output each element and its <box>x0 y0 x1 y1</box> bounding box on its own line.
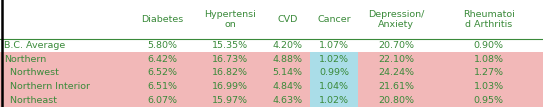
Text: 5.14%: 5.14% <box>272 68 302 77</box>
Text: 1.02%: 1.02% <box>319 96 349 105</box>
Text: 0.99%: 0.99% <box>319 68 349 77</box>
Text: 20.80%: 20.80% <box>378 96 414 105</box>
Text: 22.10%: 22.10% <box>378 55 414 64</box>
Bar <box>0 93 129 107</box>
Bar <box>310 52 358 66</box>
Bar <box>434 39 543 52</box>
Bar <box>0 52 129 66</box>
Text: 1.04%: 1.04% <box>319 82 349 91</box>
Text: 16.99%: 16.99% <box>212 82 248 91</box>
Text: Diabetes: Diabetes <box>141 15 184 24</box>
Bar <box>0 39 129 52</box>
Text: 20.70%: 20.70% <box>378 41 414 50</box>
Text: 5.80%: 5.80% <box>147 41 178 50</box>
Text: 24.24%: 24.24% <box>378 68 414 77</box>
Text: 16.82%: 16.82% <box>212 68 248 77</box>
Bar <box>358 80 434 93</box>
Bar <box>265 52 310 66</box>
Text: Northeast: Northeast <box>4 96 58 105</box>
Text: 15.35%: 15.35% <box>212 41 248 50</box>
Bar <box>310 80 358 93</box>
Bar <box>0 66 129 80</box>
Bar <box>358 52 434 66</box>
Bar <box>434 80 543 93</box>
Text: 6.07%: 6.07% <box>147 96 178 105</box>
Bar <box>265 93 310 107</box>
Bar <box>265 80 310 93</box>
Text: 4.88%: 4.88% <box>272 55 302 64</box>
Bar <box>310 93 358 107</box>
Bar <box>129 52 195 66</box>
Text: Cancer: Cancer <box>317 15 351 24</box>
Bar <box>129 93 195 107</box>
Text: 4.84%: 4.84% <box>272 82 302 91</box>
Text: 1.08%: 1.08% <box>473 55 504 64</box>
Text: Northern: Northern <box>4 55 47 64</box>
Text: Hypertensi
on: Hypertensi on <box>204 10 256 29</box>
Text: 1.07%: 1.07% <box>319 41 349 50</box>
Bar <box>358 66 434 80</box>
Bar <box>129 39 195 52</box>
Text: Northern Interior: Northern Interior <box>4 82 90 91</box>
Bar <box>358 93 434 107</box>
Bar <box>434 93 543 107</box>
Bar <box>129 66 195 80</box>
Text: CVD: CVD <box>277 15 298 24</box>
Bar <box>195 66 265 80</box>
Text: Rheumatoi
d Arthritis: Rheumatoi d Arthritis <box>463 10 515 29</box>
Bar <box>195 52 265 66</box>
Bar <box>0 0 543 39</box>
Bar <box>195 39 265 52</box>
Text: 6.51%: 6.51% <box>147 82 178 91</box>
Text: 16.73%: 16.73% <box>212 55 248 64</box>
Text: 6.52%: 6.52% <box>147 68 178 77</box>
Text: 1.27%: 1.27% <box>473 68 504 77</box>
Bar <box>358 39 434 52</box>
Text: 4.63%: 4.63% <box>272 96 302 105</box>
Text: Depression/
Anxiety: Depression/ Anxiety <box>368 10 425 29</box>
Bar <box>0 80 129 93</box>
Text: 15.97%: 15.97% <box>212 96 248 105</box>
Text: 1.03%: 1.03% <box>473 82 504 91</box>
Text: 1.02%: 1.02% <box>319 55 349 64</box>
Text: 21.61%: 21.61% <box>378 82 414 91</box>
Text: Northwest: Northwest <box>4 68 59 77</box>
Bar <box>265 66 310 80</box>
Bar <box>434 66 543 80</box>
Bar <box>310 66 358 80</box>
Text: 6.42%: 6.42% <box>147 55 178 64</box>
Bar <box>195 93 265 107</box>
Text: B.C. Average: B.C. Average <box>4 41 66 50</box>
Bar <box>310 39 358 52</box>
Text: 0.90%: 0.90% <box>473 41 504 50</box>
Bar <box>129 80 195 93</box>
Bar <box>265 39 310 52</box>
Bar <box>195 80 265 93</box>
Text: 0.95%: 0.95% <box>473 96 504 105</box>
Bar <box>434 52 543 66</box>
Text: 4.20%: 4.20% <box>272 41 302 50</box>
